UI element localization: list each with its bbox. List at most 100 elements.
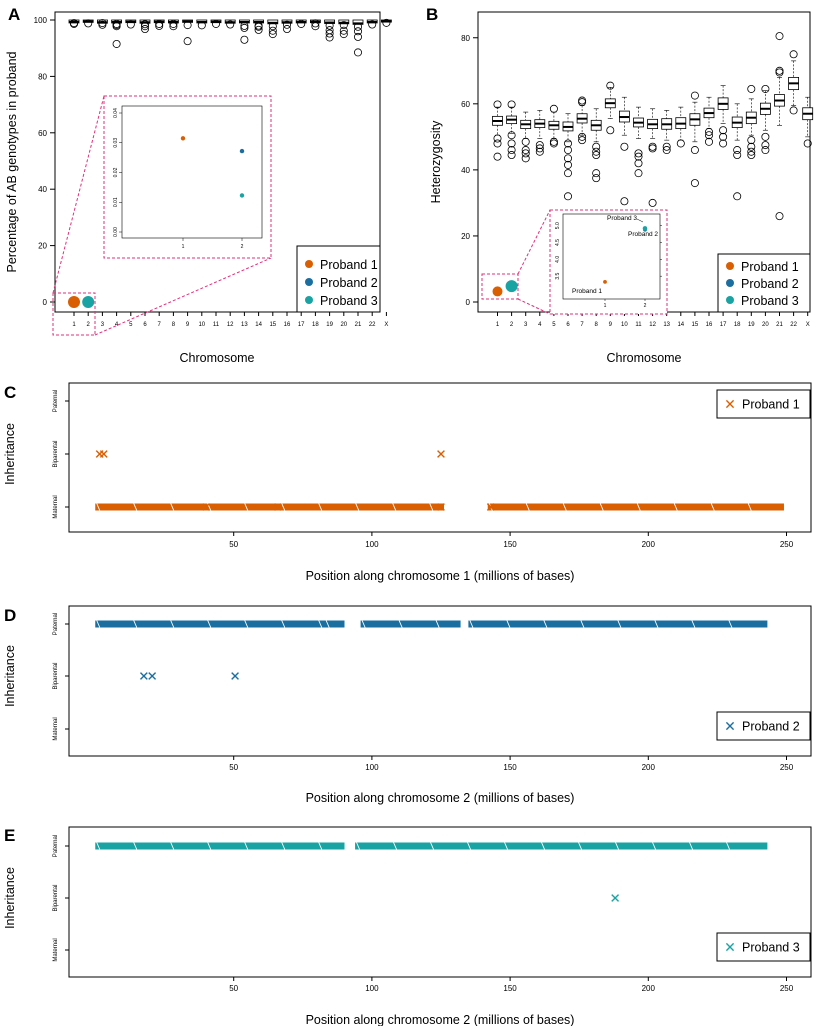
outlier-b xyxy=(564,139,573,148)
outlier-b xyxy=(662,142,671,151)
outlier-b xyxy=(592,169,601,178)
marker-gap-e xyxy=(430,842,434,850)
x-tick-label-d: 200 xyxy=(642,763,656,772)
outlier-b xyxy=(719,139,728,148)
x-tick-label-a: 20 xyxy=(340,322,347,328)
marker-gap-e xyxy=(170,842,175,850)
inset-label-b: Proband 2 xyxy=(628,231,658,238)
outlier-a xyxy=(325,29,334,38)
x-tick-label-a: 13 xyxy=(241,322,248,328)
legend-marker-a xyxy=(305,260,313,268)
proband-point-a xyxy=(68,296,80,308)
outlier-a xyxy=(325,33,334,42)
inheritance-point-c xyxy=(486,503,495,511)
y-axis-title-d: Inheritance xyxy=(3,645,17,707)
outlier-b xyxy=(507,100,516,109)
outlier-a xyxy=(268,26,277,35)
outlier-a xyxy=(282,25,291,34)
x-tick-label-a: 7 xyxy=(158,322,162,328)
plot-frame-a xyxy=(54,11,381,313)
marker-gap-d xyxy=(728,620,733,628)
outlier-a xyxy=(297,19,306,28)
outlier-b xyxy=(564,160,573,169)
marker-run-c xyxy=(487,503,784,511)
x-tick-label-a: 3 xyxy=(101,322,105,328)
outlier-b xyxy=(507,131,516,140)
x-tick-label-a: 2 xyxy=(87,322,91,328)
zoom-connector-b xyxy=(517,298,551,315)
outlier-a xyxy=(282,20,291,29)
outlier-b xyxy=(705,127,714,136)
outlier-a xyxy=(240,21,249,30)
x-tick-label-b: 17 xyxy=(720,322,727,328)
x-tick-label-a: 8 xyxy=(172,322,176,328)
marker-gap-c xyxy=(96,503,101,511)
outlier-a xyxy=(226,20,235,29)
outlier-b xyxy=(592,151,601,160)
x-tick-label-b: 19 xyxy=(748,322,755,328)
marker-gap-c xyxy=(599,503,604,511)
inheritance-point-c xyxy=(202,503,210,511)
x-tick-label-b: 5 xyxy=(552,322,556,328)
marker-gap-c xyxy=(355,503,360,511)
x-tick-label-a: 21 xyxy=(355,322,362,328)
y-tick-label-c: Paternal xyxy=(53,390,59,412)
marker-gap-c xyxy=(673,503,678,511)
inset-point-b xyxy=(603,280,607,284)
marker-gap-c xyxy=(244,503,249,511)
legend-label-b: Proband 1 xyxy=(741,260,799,274)
marker-gap-d xyxy=(435,620,440,628)
outlier-a xyxy=(98,19,107,28)
inset-label-b: Proband 3 xyxy=(607,215,637,222)
marker-gap-c xyxy=(710,503,715,511)
outlier-b xyxy=(521,137,530,146)
outlier-b xyxy=(789,50,798,59)
outlier-b xyxy=(620,142,629,151)
x-tick-label-a: 19 xyxy=(326,322,333,328)
outlier-a xyxy=(268,30,277,39)
marker-gap-e xyxy=(244,842,249,850)
marker-gap-e xyxy=(318,842,323,850)
legend-marker-c xyxy=(725,399,735,409)
outlier-a xyxy=(211,19,220,28)
outlier-b xyxy=(747,142,756,151)
inheritance-point-e xyxy=(611,894,620,902)
marker-gap-e xyxy=(689,842,693,850)
outlier-b xyxy=(606,81,615,90)
x-tick-label-b: 2 xyxy=(510,322,514,328)
legend-label-a: Proband 2 xyxy=(320,276,378,290)
outlier-a xyxy=(183,37,192,46)
legend-c xyxy=(716,389,811,419)
y-tick-label-b: 0 xyxy=(466,298,471,307)
outlier-b xyxy=(578,132,587,141)
y-tick-label-a: 80 xyxy=(38,72,47,81)
zoom-box-b xyxy=(481,273,519,300)
marker-gap-e xyxy=(578,842,582,850)
x-tick-label-b: 3 xyxy=(524,322,528,328)
outlier-a xyxy=(240,23,249,32)
legend-marker-a xyxy=(305,296,313,304)
proband-point-a xyxy=(82,296,95,308)
zoom-box-a xyxy=(52,292,96,336)
outlier-a xyxy=(126,20,135,29)
marker-gap-d xyxy=(133,620,138,628)
x-tick-label-c: 100 xyxy=(365,540,379,549)
outlier-b xyxy=(592,142,601,151)
marker-run-d xyxy=(95,620,326,628)
inheritance-point-c xyxy=(274,503,282,511)
outlier-a xyxy=(140,22,149,31)
outlier-a xyxy=(353,27,362,36)
x-tick-label-e: 200 xyxy=(642,984,656,993)
outlier-b xyxy=(761,141,770,150)
legend-d xyxy=(716,711,811,741)
plot-frame-c xyxy=(68,382,812,533)
y-tick-label-e: Paternal xyxy=(53,835,59,857)
marker-run-d xyxy=(324,620,345,628)
marker-gap-d xyxy=(506,620,511,628)
marker-gap-c xyxy=(392,503,397,511)
y-axis-title-a: Percentage of AB genotypes in proband xyxy=(5,51,19,272)
outlier-a xyxy=(311,19,320,28)
outlier-b xyxy=(634,149,643,158)
marker-gap-e xyxy=(281,842,286,850)
